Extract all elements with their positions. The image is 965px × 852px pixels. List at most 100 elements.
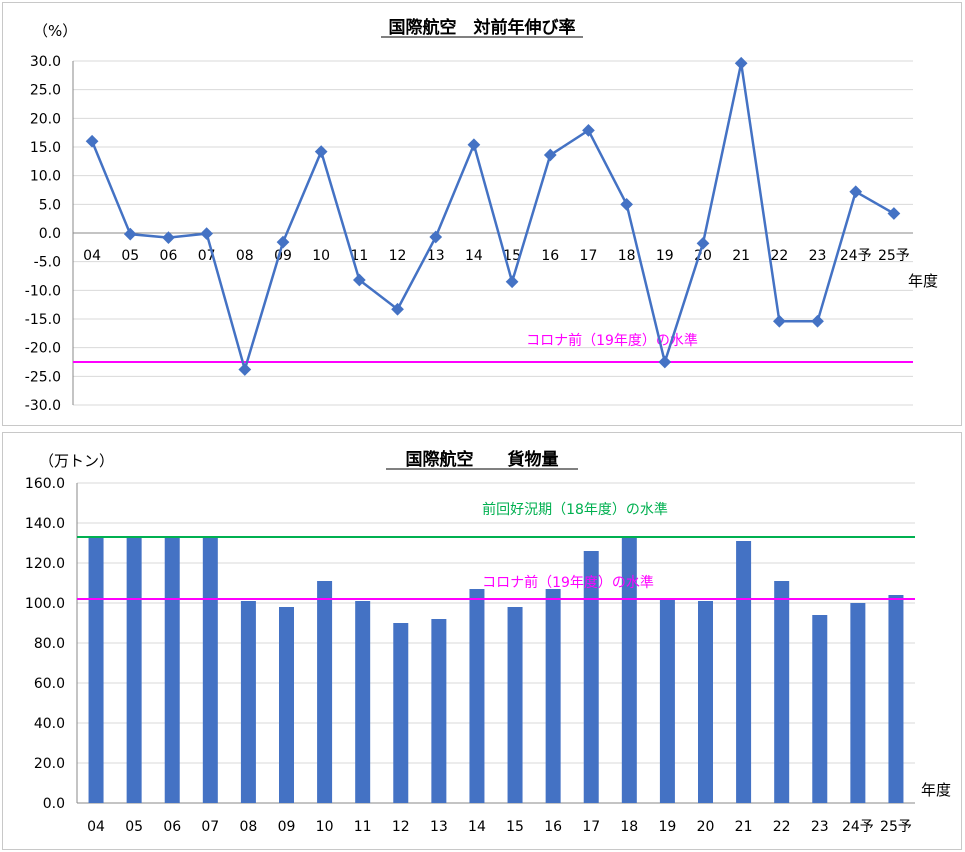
x-tick-label: 04 [83, 248, 101, 264]
data-point [620, 197, 634, 211]
bar [469, 589, 485, 803]
chart-title: 国際航空 対前年伸び率 [389, 17, 576, 38]
x-tick-label: 25予 [878, 248, 910, 264]
cargo-volume-chart: 国際航空 貨物量（万トン）160.0140.0120.0100.080.060.… [25, 449, 951, 835]
x-tick-label: 24予 [842, 819, 874, 835]
data-point [123, 227, 137, 241]
x-tick-label: 16 [544, 819, 562, 835]
x-axis-label: 年度 [908, 272, 938, 290]
reference-label-pre-covid: コロナ前（19年度）の水準 [482, 574, 654, 591]
bar [583, 551, 599, 803]
bar [621, 537, 637, 803]
x-tick-label: 06 [160, 248, 178, 264]
x-tick-label: 15 [506, 819, 524, 835]
bar [202, 537, 218, 803]
x-tick-label: 11 [354, 819, 372, 835]
x-tick-label: 14 [468, 819, 486, 835]
y-tick-label: -25.0 [25, 369, 61, 385]
reference-label-pre-covid: コロナ前（19年度）の水準 [526, 332, 698, 349]
data-point [276, 235, 290, 249]
data-point [772, 314, 786, 328]
x-tick-label: 05 [121, 248, 139, 264]
y-tick-label: 0.0 [39, 226, 61, 242]
y-axis-label: （万トン） [39, 452, 114, 470]
x-tick-label: 13 [427, 248, 445, 264]
bar [812, 615, 828, 803]
y-tick-label: 60.0 [34, 676, 65, 692]
data-point [658, 355, 672, 369]
y-tick-label: 140.0 [25, 516, 65, 532]
data-point [391, 302, 404, 316]
y-tick-label: 40.0 [34, 716, 65, 732]
y-tick-label: 100.0 [25, 596, 65, 612]
x-tick-label: 12 [392, 819, 410, 835]
data-point [85, 134, 99, 148]
y-tick-label: -20.0 [25, 341, 61, 357]
bar [774, 581, 790, 803]
bar [698, 601, 713, 803]
bar [393, 623, 409, 803]
y-axis-label: （%） [33, 22, 77, 40]
data-point [543, 148, 557, 162]
y-tick-label: 5.0 [39, 197, 61, 213]
data-point [352, 273, 366, 287]
data-point [200, 227, 214, 240]
y-tick-label: -15.0 [25, 312, 61, 328]
bar [240, 601, 256, 803]
y-tick-label: 10.0 [30, 169, 61, 185]
bar [355, 601, 371, 803]
bar [431, 619, 447, 803]
x-tick-label: 12 [389, 248, 407, 264]
data-point [505, 275, 519, 289]
bar [659, 599, 675, 803]
bar [507, 607, 523, 803]
y-tick-label: -5.0 [34, 255, 61, 271]
x-tick-label: 05 [125, 819, 143, 835]
x-tick-label: 09 [278, 819, 296, 835]
growth-rate-chart-panel: 国際航空 対前年伸び率 （%） 30.0 25.0 20.0 15.0 10.0 5.0 0.0… [2, 2, 962, 426]
bar [888, 595, 904, 803]
growth-rate-chart: 国際航空 対前年伸び率 （%） 30.0 25.0 20.0 15.0 10.0 5.0 0.0… [25, 17, 938, 414]
y-tick-label: -30.0 [25, 398, 61, 414]
bar [850, 603, 866, 803]
y-tick-label: 120.0 [25, 556, 65, 572]
x-tick-label: 10 [312, 248, 330, 264]
x-tick-label: 08 [239, 819, 257, 835]
reference-label-previous-boom: 前回好況期（18年度）の水準 [482, 501, 668, 518]
bar [279, 607, 294, 803]
data-point [734, 56, 748, 70]
data-point [238, 363, 252, 376]
chart-title: 国際航空 貨物量 [406, 449, 559, 470]
x-tick-label: 07 [201, 819, 219, 835]
series-line [90, 63, 895, 374]
data-point [467, 138, 481, 152]
x-tick-label: 11 [350, 248, 368, 264]
x-tick-label: 19 [658, 819, 676, 835]
x-tick-label: 21 [735, 819, 753, 835]
x-tick-label: 15 [503, 248, 521, 264]
data-point [582, 124, 595, 137]
x-tick-label: 13 [430, 819, 448, 835]
x-tick-label: 25予 [880, 819, 912, 835]
x-tick-label: 22 [770, 248, 788, 264]
x-tick-label: 23 [811, 819, 829, 835]
x-tick-label: 20 [697, 819, 715, 835]
bar [126, 537, 142, 803]
x-tick-label: 06 [163, 819, 181, 835]
data-point [887, 207, 901, 220]
x-tick-label: 19 [656, 248, 674, 264]
x-tick-label: 23 [809, 248, 827, 264]
x-tick-label: 24予 [840, 248, 872, 264]
bar [545, 589, 561, 803]
y-tick-label: 20.0 [30, 111, 61, 127]
x-tick-label: 17 [580, 248, 598, 264]
y-tick-label: 20.0 [34, 756, 65, 772]
y-tick-label: -10.0 [25, 283, 61, 299]
x-axis-label: 年度 [921, 781, 951, 799]
data-point [811, 314, 824, 328]
cargo-volume-chart-panel: 国際航空 貨物量 （万トン） 160.0 140.0 120.0 100.0 80.0 60.… [2, 432, 962, 850]
data-point [162, 231, 175, 244]
y-tick-label: 30.0 [30, 54, 61, 70]
y-tick-label: 0.0 [43, 796, 65, 812]
data-point [314, 145, 328, 158]
